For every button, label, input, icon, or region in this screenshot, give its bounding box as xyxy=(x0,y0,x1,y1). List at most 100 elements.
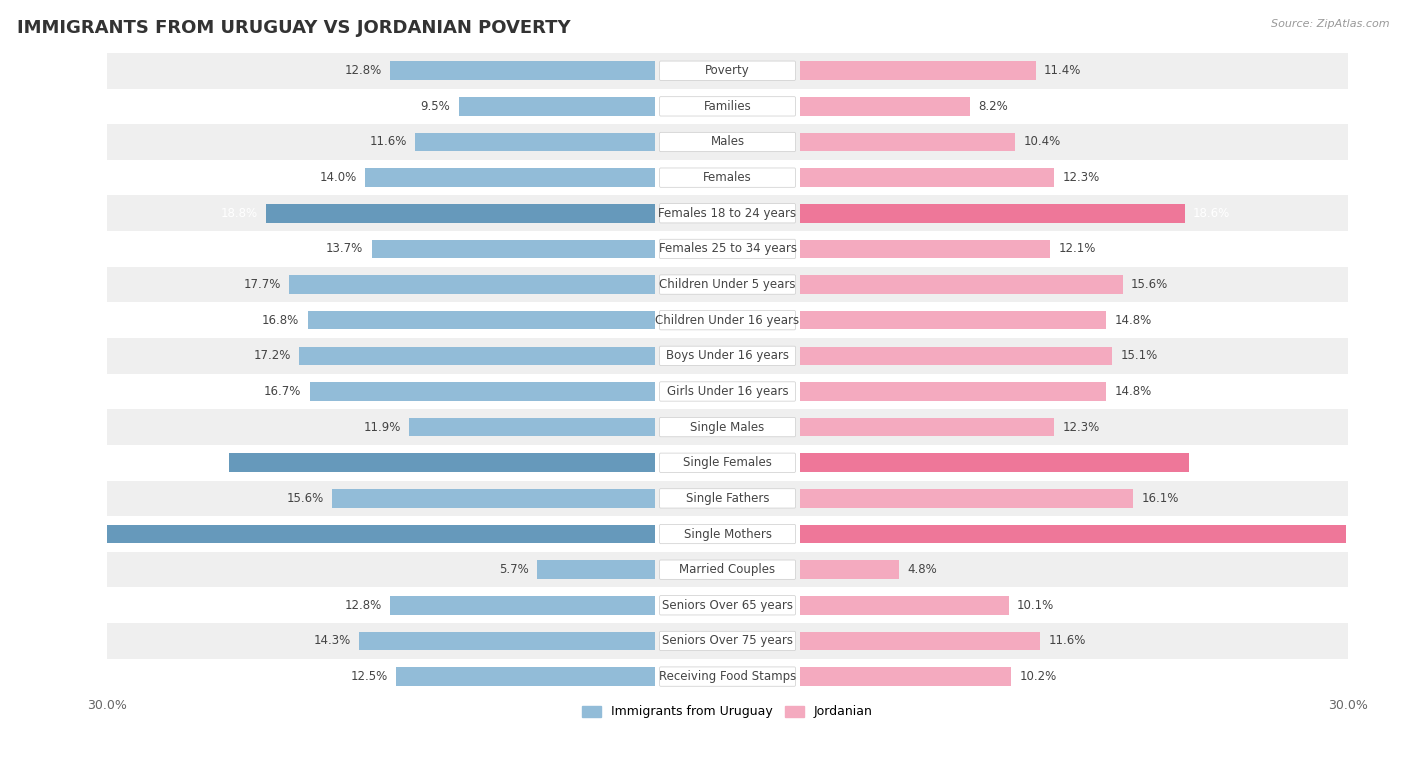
Text: Males: Males xyxy=(710,136,745,149)
Text: Seniors Over 75 years: Seniors Over 75 years xyxy=(662,634,793,647)
Text: Source: ZipAtlas.com: Source: ZipAtlas.com xyxy=(1271,19,1389,29)
Bar xyxy=(107,89,1348,124)
Legend: Immigrants from Uruguay, Jordanian: Immigrants from Uruguay, Jordanian xyxy=(578,700,877,723)
Text: Married Couples: Married Couples xyxy=(679,563,776,576)
Text: Receiving Food Stamps: Receiving Food Stamps xyxy=(659,670,796,683)
Text: Single Males: Single Males xyxy=(690,421,765,434)
Text: 4.8%: 4.8% xyxy=(907,563,938,576)
Bar xyxy=(309,382,655,401)
Bar xyxy=(409,418,655,437)
FancyBboxPatch shape xyxy=(659,489,796,508)
Text: Poverty: Poverty xyxy=(706,64,749,77)
FancyBboxPatch shape xyxy=(659,453,796,472)
Text: Girls Under 16 years: Girls Under 16 years xyxy=(666,385,789,398)
FancyBboxPatch shape xyxy=(659,133,796,152)
Bar xyxy=(107,267,1348,302)
Bar xyxy=(107,231,1348,267)
Text: 14.3%: 14.3% xyxy=(314,634,352,647)
Bar xyxy=(800,204,1185,223)
Text: 11.4%: 11.4% xyxy=(1045,64,1081,77)
Bar xyxy=(396,667,655,686)
FancyBboxPatch shape xyxy=(659,61,796,80)
FancyBboxPatch shape xyxy=(659,97,796,116)
Bar xyxy=(800,560,900,579)
Bar xyxy=(800,418,1054,437)
Text: 12.5%: 12.5% xyxy=(352,670,388,683)
Text: 10.1%: 10.1% xyxy=(1017,599,1054,612)
Text: Single Mothers: Single Mothers xyxy=(683,528,772,540)
FancyBboxPatch shape xyxy=(659,168,796,187)
Text: 10.4%: 10.4% xyxy=(1024,136,1060,149)
Bar xyxy=(800,382,1107,401)
Text: 17.2%: 17.2% xyxy=(253,349,291,362)
FancyBboxPatch shape xyxy=(659,418,796,437)
Bar xyxy=(371,240,655,258)
Bar xyxy=(360,631,655,650)
Bar xyxy=(107,623,1348,659)
Text: 14.8%: 14.8% xyxy=(1115,385,1152,398)
Bar xyxy=(800,596,1010,615)
Text: 29.1%: 29.1% xyxy=(7,528,45,540)
Bar xyxy=(107,302,1348,338)
Bar xyxy=(800,61,1036,80)
Text: 12.8%: 12.8% xyxy=(344,64,382,77)
Bar xyxy=(229,453,655,472)
Bar xyxy=(800,168,1054,187)
FancyBboxPatch shape xyxy=(659,525,796,543)
Bar xyxy=(107,53,1348,89)
FancyBboxPatch shape xyxy=(659,596,796,615)
Bar xyxy=(332,489,655,508)
Text: 5.7%: 5.7% xyxy=(499,563,529,576)
Text: 10.2%: 10.2% xyxy=(1019,670,1056,683)
Text: 18.8%: 18.8% xyxy=(221,207,257,220)
Text: Families: Families xyxy=(703,100,751,113)
Bar xyxy=(537,560,655,579)
Bar xyxy=(107,516,1348,552)
Bar xyxy=(299,346,655,365)
Bar xyxy=(107,587,1348,623)
Bar xyxy=(107,160,1348,196)
Text: 20.6%: 20.6% xyxy=(183,456,221,469)
Bar xyxy=(800,667,1011,686)
Bar xyxy=(800,240,1050,258)
Bar xyxy=(288,275,655,294)
Bar xyxy=(107,552,1348,587)
Text: 16.8%: 16.8% xyxy=(262,314,299,327)
Text: 16.7%: 16.7% xyxy=(264,385,301,398)
FancyBboxPatch shape xyxy=(659,346,796,365)
Text: 16.1%: 16.1% xyxy=(1142,492,1178,505)
Text: 13.7%: 13.7% xyxy=(326,243,363,255)
Bar xyxy=(800,275,1122,294)
Text: 14.8%: 14.8% xyxy=(1115,314,1152,327)
Bar xyxy=(391,596,655,615)
FancyBboxPatch shape xyxy=(659,560,796,579)
Bar xyxy=(107,124,1348,160)
Text: Children Under 16 years: Children Under 16 years xyxy=(655,314,800,327)
Bar xyxy=(107,338,1348,374)
Text: 8.2%: 8.2% xyxy=(977,100,1008,113)
FancyBboxPatch shape xyxy=(659,240,796,258)
Text: Seniors Over 65 years: Seniors Over 65 years xyxy=(662,599,793,612)
Text: 18.8%: 18.8% xyxy=(1197,456,1234,469)
Bar xyxy=(800,489,1133,508)
FancyBboxPatch shape xyxy=(659,382,796,401)
Bar xyxy=(800,346,1112,365)
Text: 11.6%: 11.6% xyxy=(1049,634,1085,647)
Bar xyxy=(266,204,655,223)
Bar xyxy=(800,133,1015,152)
Text: 11.6%: 11.6% xyxy=(370,136,406,149)
FancyBboxPatch shape xyxy=(659,275,796,294)
Bar xyxy=(107,445,1348,481)
Text: 12.1%: 12.1% xyxy=(1059,243,1095,255)
Text: 12.3%: 12.3% xyxy=(1063,171,1099,184)
Text: 15.6%: 15.6% xyxy=(1130,278,1168,291)
Bar xyxy=(458,97,655,116)
Text: Females 25 to 34 years: Females 25 to 34 years xyxy=(658,243,797,255)
Bar xyxy=(366,168,655,187)
Bar xyxy=(107,481,1348,516)
Text: 14.0%: 14.0% xyxy=(321,171,357,184)
Bar xyxy=(107,196,1348,231)
Text: 11.9%: 11.9% xyxy=(363,421,401,434)
Bar xyxy=(800,97,970,116)
FancyBboxPatch shape xyxy=(659,311,796,330)
